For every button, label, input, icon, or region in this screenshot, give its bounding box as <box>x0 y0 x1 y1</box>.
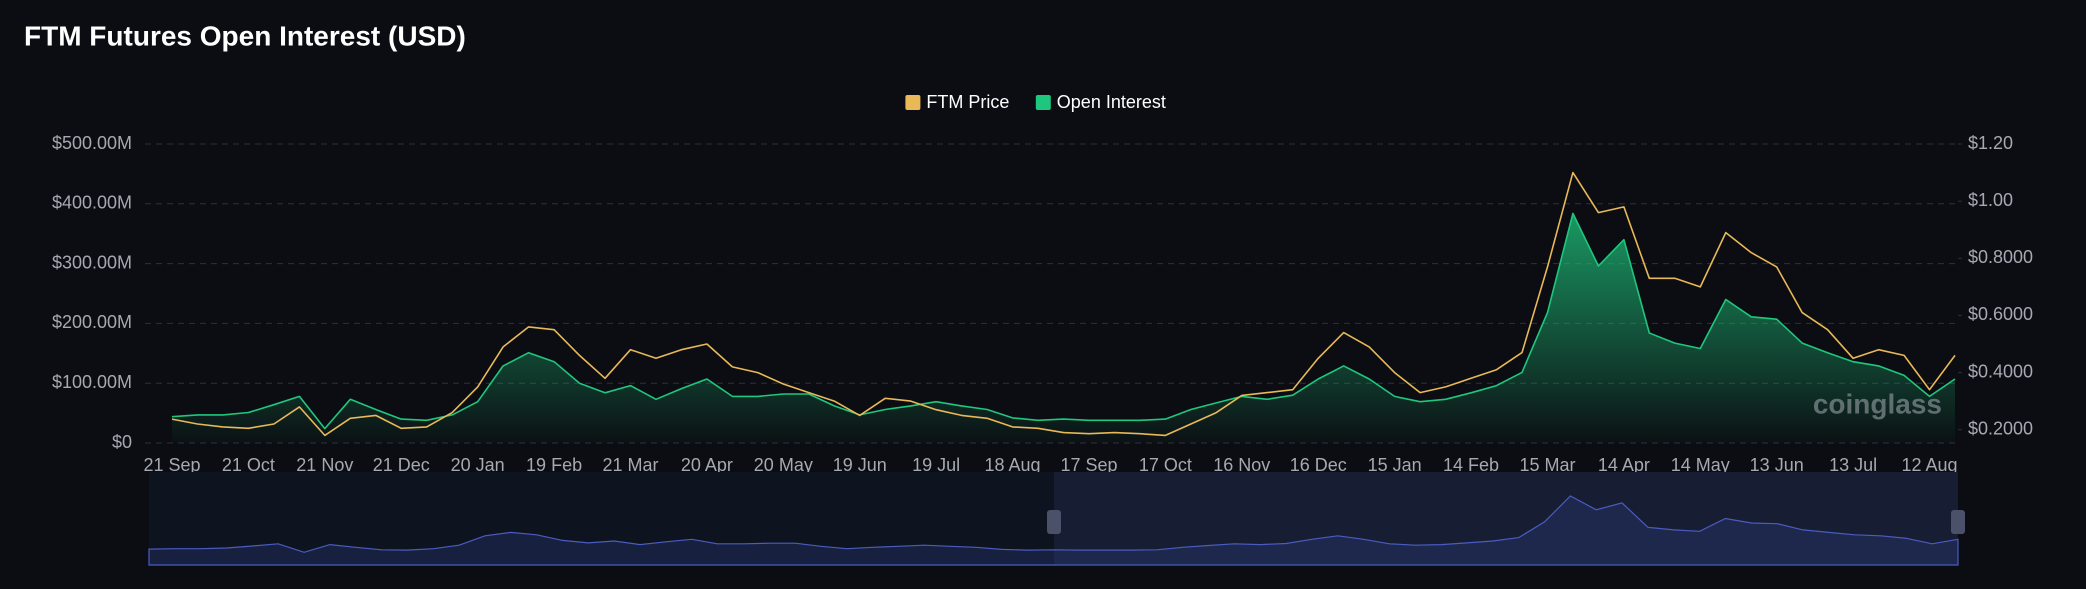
x-tick-label: 19 Jul <box>912 455 960 475</box>
x-tick-label: 21 Nov <box>296 455 353 475</box>
x-tick-label: 15 Mar <box>1519 455 1575 475</box>
y-tick-label: $500.00M <box>52 133 132 153</box>
navigator-handle-left[interactable] <box>1047 510 1061 534</box>
y2-tick-label: $0.2000 <box>1968 418 2033 438</box>
legend-swatch <box>905 95 921 110</box>
x-tick-label: 20 Jan <box>451 455 505 475</box>
x-tick-label: 20 Apr <box>681 455 733 475</box>
x-tick-label: 14 Feb <box>1443 455 1499 475</box>
x-tick-label: 21 Dec <box>373 455 430 475</box>
x-tick-label: 16 Dec <box>1290 455 1347 475</box>
line <box>171 212 1956 430</box>
x-tick-label: 14 Apr <box>1598 455 1650 475</box>
x-tick-label: 21 Sep <box>143 455 200 475</box>
line <box>171 171 1956 437</box>
x-tick-label: 14 May <box>1671 455 1730 475</box>
y2-tick-label: $0.8000 <box>1968 247 2033 267</box>
chart-title: FTM Futures Open Interest (USD) <box>24 20 466 51</box>
x-tick-label: 21 Oct <box>222 455 275 475</box>
x-tick-label: 21 Mar <box>602 455 658 475</box>
x-tick-label: 15 Jan <box>1368 455 1422 475</box>
x-tick-label: 20 May <box>754 455 813 475</box>
area <box>172 213 1955 443</box>
x-tick-label: 16 Nov <box>1213 455 1270 475</box>
grid: $0 $100.00M $200.00M $300.00M $400.00M $500.0… <box>52 133 2033 475</box>
y-tick-label: $200.00M <box>52 312 132 332</box>
x-tick-label: 19 Jun <box>833 455 887 475</box>
x-tick-label: 12 Aug <box>1901 455 1957 475</box>
y-tick-label: $100.00M <box>52 372 132 392</box>
plot-area <box>171 171 1956 443</box>
y-tick-label: $300.00M <box>52 252 132 272</box>
navigator-area <box>148 495 1959 566</box>
x-tick-label: 18 Aug <box>985 455 1041 475</box>
x-tick-label: 13 Jul <box>1829 455 1877 475</box>
navigator <box>148 472 1965 566</box>
x-tick-label: 19 Feb <box>526 455 582 475</box>
x-tick-label: 17 Sep <box>1060 455 1117 475</box>
watermark: coinglass <box>1813 388 1942 419</box>
legend-swatch <box>1035 95 1051 110</box>
legend-label: FTM Price <box>926 92 1009 112</box>
y-tick-label: $0 <box>112 432 132 452</box>
y2-tick-label: $0.6000 <box>1968 304 2033 324</box>
y2-tick-label: $0.4000 <box>1968 361 2033 381</box>
navigator-handle-right[interactable] <box>1951 510 1965 534</box>
y2-tick-label: $1.20 <box>1968 133 2013 153</box>
y-tick-label: $400.00M <box>52 193 132 213</box>
legend: FTM Price Open Interest <box>905 92 1166 112</box>
y2-tick-label: $1.00 <box>1968 190 2013 210</box>
navigator-selection[interactable] <box>1054 472 1958 565</box>
x-tick-label: 17 Oct <box>1139 455 1192 475</box>
x-tick-label: 13 Jun <box>1750 455 1804 475</box>
legend-label: Open Interest <box>1057 92 1166 112</box>
